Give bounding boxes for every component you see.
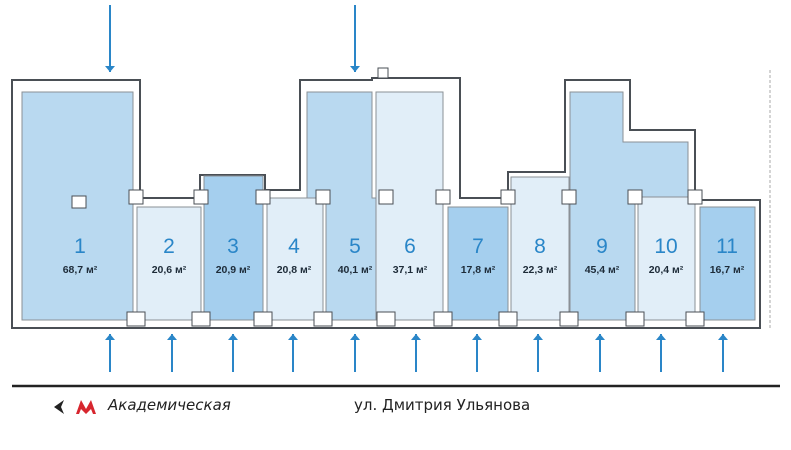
unit-number: 1 — [74, 235, 86, 258]
pillar — [435, 189, 451, 205]
unit-area: 68,7 м² — [63, 264, 98, 276]
arrowhead — [105, 334, 115, 340]
pillar — [191, 311, 211, 327]
pillar — [627, 189, 643, 205]
unit-area: 16,7 м² — [710, 264, 745, 276]
unit-number: 5 — [349, 235, 361, 258]
pillar — [193, 189, 209, 205]
arrowhead — [472, 334, 482, 340]
arrowhead — [105, 66, 115, 72]
pillar — [126, 311, 146, 327]
unit-area: 22,3 м² — [523, 264, 558, 276]
pillar — [255, 189, 271, 205]
pillar — [687, 189, 703, 205]
metro-m-icon — [76, 400, 96, 414]
pillar — [313, 311, 333, 327]
unit-area: 20,9 м² — [216, 264, 251, 276]
pillar — [433, 311, 453, 327]
arrowhead — [228, 334, 238, 340]
pillar — [376, 311, 396, 327]
pillar — [498, 311, 518, 327]
unit-area: 45,4 м² — [585, 264, 620, 276]
unit-number: 11 — [716, 235, 738, 258]
arrowhead — [350, 334, 360, 340]
arrowhead — [350, 66, 360, 72]
unit-number: 6 — [404, 235, 416, 258]
unit-area: 17,8 м² — [461, 264, 496, 276]
pillar — [500, 189, 516, 205]
arrowhead — [533, 334, 543, 340]
arrowhead — [411, 334, 421, 340]
street-label: ул. Дмитрия Ульянова — [354, 396, 531, 414]
arrowhead — [718, 334, 728, 340]
arrowhead — [288, 334, 298, 340]
unit-area: 20,8 м² — [277, 264, 312, 276]
pillar — [625, 311, 645, 327]
unit-area: 20,6 м² — [152, 264, 187, 276]
pillar — [253, 311, 273, 327]
pillar — [685, 311, 705, 327]
unit-number: 8 — [534, 235, 546, 258]
metro-station-label: Академическая — [108, 396, 231, 414]
unit-area: 37,1 м² — [393, 264, 428, 276]
unit-number: 9 — [596, 235, 608, 258]
unit-area: 20,4 м² — [649, 264, 684, 276]
arrowhead — [167, 334, 177, 340]
pillar — [559, 311, 579, 327]
unit-number: 4 — [288, 235, 300, 258]
pillar — [128, 189, 144, 205]
arrowhead — [656, 334, 666, 340]
unit-6-area — [375, 91, 444, 321]
pillar — [315, 189, 331, 205]
unit-number: 10 — [654, 235, 677, 258]
pillar — [561, 189, 577, 205]
unit-area: 40,1 м² — [338, 264, 373, 276]
unit-11-area — [699, 206, 756, 321]
unit-number: 3 — [227, 235, 239, 258]
unit-4-area — [266, 197, 324, 321]
chimney — [377, 67, 389, 79]
arrow-left-icon — [54, 400, 64, 414]
unit-number: 7 — [472, 235, 484, 258]
column — [71, 195, 87, 209]
unit-10-area — [637, 196, 696, 321]
unit-number: 2 — [163, 235, 175, 258]
arrowhead — [595, 334, 605, 340]
pillar — [378, 189, 394, 205]
